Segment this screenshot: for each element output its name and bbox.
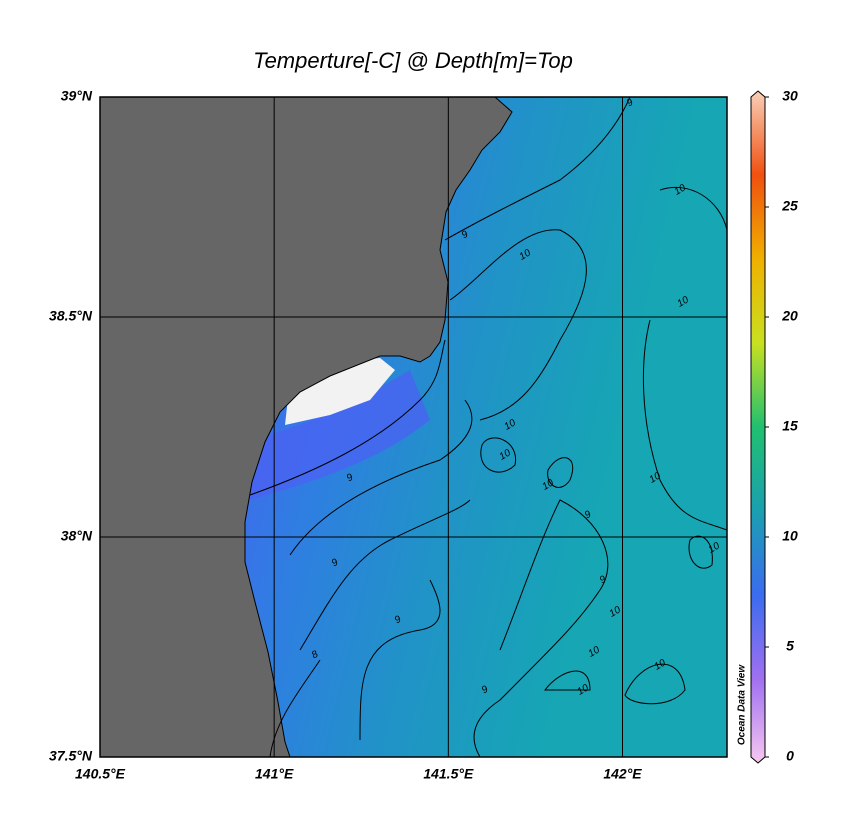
contour-label: 9 — [583, 509, 594, 522]
contour-label: 10 — [653, 657, 669, 672]
contour-label: 10 — [587, 644, 603, 659]
lat-tick-label: 38.5°N — [49, 308, 93, 324]
colorbar-tick-label: 20 — [781, 308, 798, 324]
contour-label: 10 — [541, 477, 557, 492]
lat-tick-label: 39°N — [61, 88, 93, 104]
contours — [249, 97, 727, 757]
contour-label: 9 — [460, 229, 471, 242]
contour-label: 10 — [673, 182, 689, 197]
lat-tick-label: 37.5°N — [49, 748, 93, 764]
contour-label: 9 — [598, 574, 609, 587]
colorbar-tick-label: 25 — [781, 198, 798, 214]
contour-label: 9 — [393, 614, 404, 627]
colorbar: 0 5 10 15 20 25 30 — [750, 88, 798, 764]
colorbar-tick-label: 15 — [782, 418, 798, 434]
contour-label: 10 — [503, 417, 519, 432]
ocean-patch — [245, 370, 430, 500]
lat-tick-label: 38°N — [61, 528, 93, 544]
lon-tick-label: 140.5°E — [75, 766, 126, 782]
contour-label: 10 — [707, 540, 723, 555]
map-area: 9 10 9 10 10 10 10 9 10 10 9 10 9 9 9 10 10 10 8 9 10 — [100, 97, 727, 757]
colorbar-tick-label: 0 — [786, 748, 794, 764]
map-title: Temperture[-C] @ Depth[m]=Top — [253, 48, 573, 73]
grid — [100, 97, 727, 757]
map-frame — [99, 96, 728, 758]
lon-tick-label: 141°E — [255, 766, 294, 782]
contour-label: 9 — [625, 97, 636, 110]
watermark: Ocean Data View — [737, 664, 748, 745]
colorbar-tick-label: 5 — [786, 638, 794, 654]
colorbar-tick-label: 10 — [782, 528, 798, 544]
contour-label: 10 — [608, 604, 624, 619]
lon-tick-label: 142°E — [603, 766, 642, 782]
contour-label: 10 — [498, 447, 514, 462]
contour-label: 10 — [648, 470, 664, 485]
contour-label: 10 — [576, 682, 592, 697]
colorbar-body — [750, 90, 766, 764]
contour-label: 9 — [330, 557, 341, 570]
contour-label: 10 — [518, 247, 534, 262]
colorbar-tick-label: 30 — [782, 88, 798, 104]
contour-label: 8 — [310, 649, 321, 662]
land — [100, 97, 513, 757]
contour-labels: 9 10 9 10 10 10 10 9 10 10 9 10 9 9 9 10 10 10 8 9 10 — [310, 97, 722, 698]
contour-label: 10 — [676, 294, 692, 309]
axes: 140.5°E 141°E 141.5°E 142°E 37.5°N 38°N 38.5°N… — [49, 88, 642, 782]
contour-label: 9 — [345, 472, 356, 485]
lon-tick-label: 141.5°E — [423, 766, 474, 782]
contour-label: 9 — [480, 684, 491, 697]
